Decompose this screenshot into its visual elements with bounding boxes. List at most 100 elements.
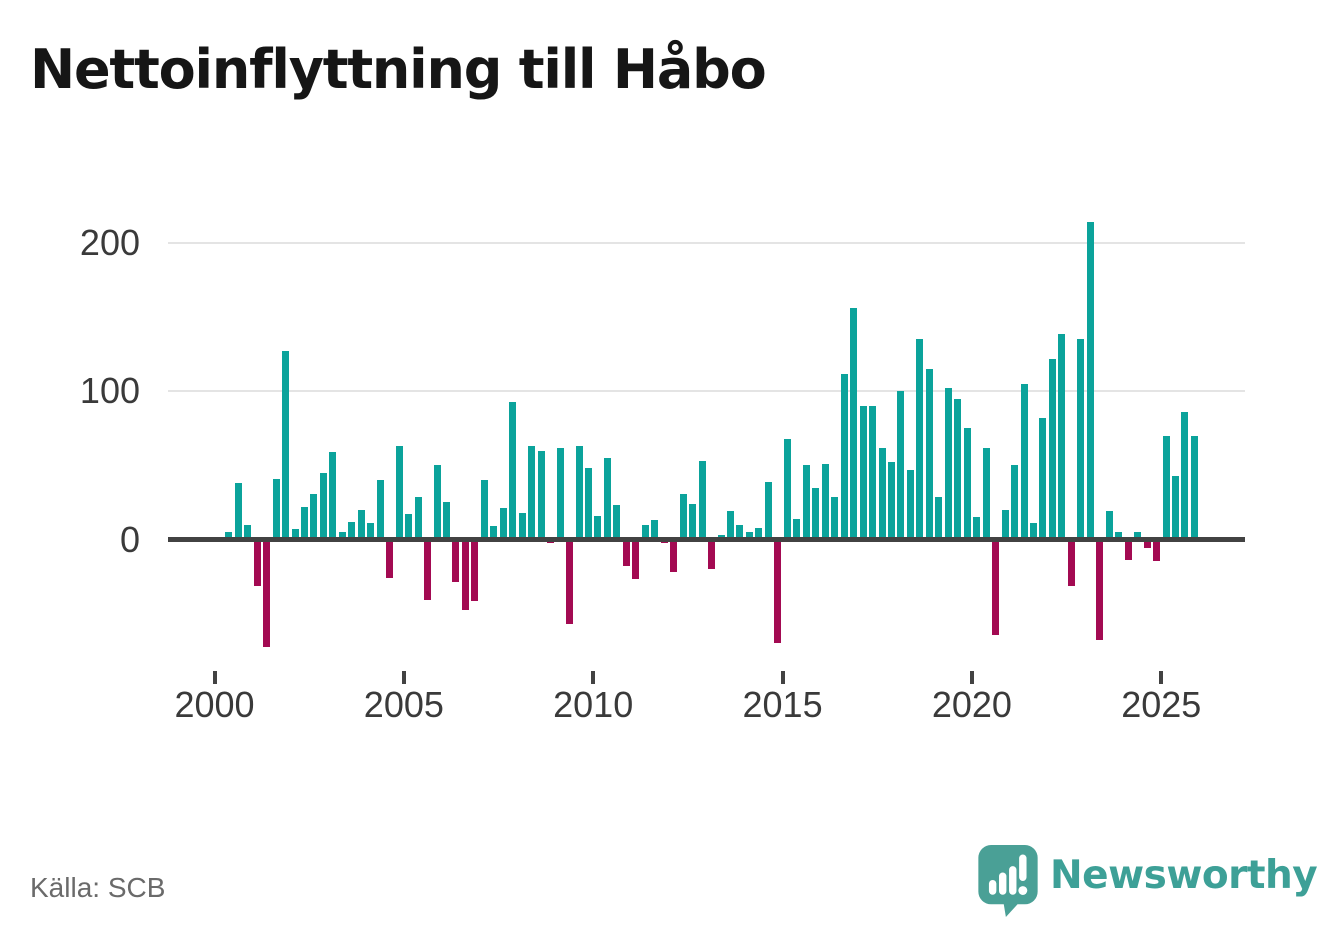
bar-2002Q3 (310, 493, 318, 540)
bar-2001Q3 (272, 478, 280, 540)
bar-2003Q1 (329, 452, 337, 540)
bar-2011Q3 (651, 520, 659, 540)
y-axis-label-100: 100 (79, 370, 140, 412)
x-axis-tick-2000 (212, 671, 217, 684)
bar-2010Q4 (622, 539, 630, 566)
bar-2009Q2 (566, 539, 573, 624)
bar-2008Q3 (537, 450, 545, 540)
bar-2019Q1 (935, 496, 943, 540)
x-axis-label-2010: 2010 (553, 684, 634, 725)
bar-2003Q4 (357, 509, 365, 540)
bar-2013Q4 (736, 524, 744, 540)
x-axis-label-2025: 2025 (1121, 684, 1202, 725)
bar-2018Q1 (897, 391, 905, 540)
bar-2001Q1 (253, 539, 261, 587)
bar-2023Q1 (1086, 222, 1094, 540)
grid-line-100 (168, 390, 1245, 393)
bar-2005Q1 (405, 514, 413, 540)
x-axis-tick-2020 (969, 671, 974, 684)
bar-2021Q2 (1020, 383, 1028, 540)
bar-2001Q4 (282, 351, 289, 540)
newsworthy-wordmark: Newsworthy (1050, 853, 1318, 898)
bar-2018Q4 (925, 369, 933, 540)
bar-2002Q2 (300, 506, 308, 540)
x-axis-tick-2015 (780, 671, 785, 684)
x-axis-tick-2010 (591, 671, 596, 684)
bar-2014Q1 (745, 532, 753, 540)
bar-2010Q2 (603, 458, 611, 540)
bar-2007Q4 (509, 401, 517, 540)
x-axis-tick-2005 (401, 671, 406, 684)
newsworthy-logo: Newsworthy (978, 845, 1318, 922)
bar-2004Q1 (367, 523, 375, 540)
bar-2020Q1 (973, 517, 981, 540)
bar-2017Q2 (869, 406, 876, 540)
bar-2020Q2 (982, 447, 990, 540)
bar-2002Q4 (319, 472, 327, 540)
bar-2008Q2 (528, 446, 536, 540)
y-axis-label-0: 0 (119, 518, 140, 560)
bar-2023Q2 (1096, 539, 1104, 640)
bar-2005Q2 (414, 496, 422, 540)
chart-title: Nettoinflyttning till Håbo (30, 38, 767, 101)
bar-2018Q2 (906, 469, 914, 540)
bar-2000Q3 (234, 483, 242, 540)
bar-2009Q1 (556, 447, 564, 540)
bar-2013Q3 (727, 511, 734, 540)
bar-2016Q4 (850, 308, 858, 540)
bar-2019Q4 (963, 428, 971, 540)
bar-2010Q1 (594, 515, 602, 540)
bar-2024Q3 (1143, 539, 1151, 548)
bar-2022Q1 (1048, 358, 1056, 540)
bar-2004Q4 (395, 446, 403, 540)
bar-2000Q4 (244, 524, 252, 540)
bar-2022Q4 (1077, 339, 1085, 540)
bar-2015Q1 (783, 438, 791, 540)
bar-2011Q1 (632, 539, 640, 579)
x-axis-label-2020: 2020 (931, 684, 1012, 725)
grid-line-200 (168, 242, 1245, 245)
bar-2004Q3 (386, 539, 394, 578)
bar-2007Q1 (480, 480, 488, 540)
bar-2017Q1 (859, 406, 867, 540)
bar-2012Q3 (689, 503, 697, 540)
bar-2007Q2 (490, 526, 498, 540)
newsworthy-logo-icon (978, 845, 1038, 922)
bar-2019Q2 (944, 388, 952, 540)
bar-2005Q3 (424, 539, 431, 600)
bar-2015Q3 (802, 465, 810, 540)
bar-2025Q1 (1162, 435, 1170, 540)
bar-2023Q4 (1115, 532, 1123, 540)
bar-2006Q3 (461, 539, 469, 611)
bar-2015Q4 (812, 487, 820, 540)
source-note: Källa: SCB (30, 872, 166, 903)
bar-2012Q1 (670, 539, 678, 572)
y-axis-label-200: 200 (79, 222, 140, 264)
bar-2014Q3 (764, 481, 772, 540)
bar-2018Q3 (916, 339, 924, 540)
bar-2006Q1 (443, 502, 450, 540)
bar-2023Q3 (1105, 511, 1113, 540)
bar-2010Q3 (613, 505, 621, 540)
bar-2012Q2 (679, 493, 687, 540)
bar-2009Q4 (585, 468, 592, 540)
bar-2017Q3 (878, 447, 886, 540)
bar-2012Q4 (698, 461, 706, 540)
x-axis-label-2000: 2000 (174, 684, 255, 725)
x-axis-label-2005: 2005 (363, 684, 444, 725)
bar-2022Q3 (1067, 539, 1075, 587)
bar-2004Q2 (376, 480, 384, 540)
bar-2007Q3 (499, 508, 507, 540)
bar-2016Q1 (821, 463, 829, 540)
zero-axis-line (168, 537, 1245, 542)
bar-2022Q2 (1058, 333, 1066, 540)
x-axis-label-2015: 2015 (742, 684, 823, 725)
bar-2001Q2 (263, 539, 271, 648)
bar-2008Q1 (518, 512, 526, 540)
bar-2025Q2 (1172, 475, 1179, 540)
bar-2017Q4 (887, 462, 895, 540)
bar-2002Q1 (291, 529, 299, 540)
bar-2006Q4 (471, 539, 479, 602)
bar-2025Q3 (1181, 412, 1189, 540)
